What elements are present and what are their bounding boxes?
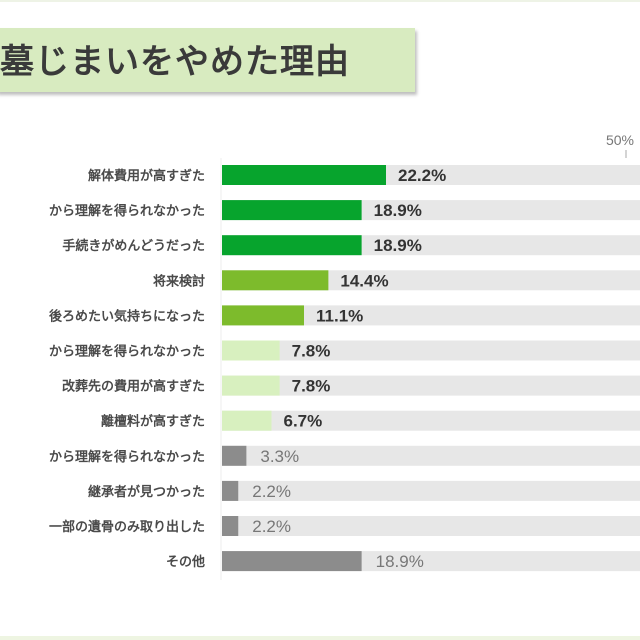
bar bbox=[222, 480, 239, 501]
category-label: 一部の遺骨のみ取り出した bbox=[49, 519, 205, 535]
category-label: から理解を得られなかった bbox=[49, 344, 205, 360]
bar-track bbox=[222, 340, 640, 361]
bar bbox=[222, 551, 362, 572]
category-label: 継承者が見つかった bbox=[88, 484, 205, 500]
value-label: 18.9% bbox=[374, 236, 422, 255]
bar bbox=[222, 410, 272, 431]
bar bbox=[222, 270, 329, 291]
category-label: その他 bbox=[166, 554, 205, 570]
bar bbox=[222, 165, 386, 185]
category-label: 解体費用が高すぎた bbox=[87, 168, 205, 184]
value-label: 2.2% bbox=[252, 517, 291, 536]
bar-track bbox=[222, 305, 640, 326]
tick-label-50: 50% bbox=[606, 132, 634, 148]
title-banner bbox=[0, 28, 415, 92]
bar-track bbox=[222, 480, 640, 501]
bar-track bbox=[222, 375, 640, 396]
value-label: 22.2% bbox=[398, 166, 446, 185]
category-label: 手続きがめんどうだった bbox=[62, 238, 205, 254]
bar-track bbox=[222, 410, 640, 431]
category-label: 改葬先の費用が高すぎた bbox=[62, 379, 205, 395]
bar bbox=[222, 375, 280, 396]
category-label: から理解を得られなかった bbox=[49, 203, 205, 219]
bar bbox=[222, 235, 362, 256]
bar bbox=[222, 340, 280, 361]
bar-track bbox=[222, 445, 640, 466]
top-border bbox=[0, 0, 640, 2]
category-label: から理解を得られなかった bbox=[49, 449, 205, 465]
value-label: 7.8% bbox=[292, 342, 331, 361]
bar bbox=[222, 445, 247, 466]
bar bbox=[222, 516, 239, 536]
bar-track bbox=[222, 516, 640, 536]
value-label: 11.1% bbox=[316, 306, 363, 325]
bottom-border bbox=[0, 636, 640, 640]
category-label: 離檀料が高すぎた bbox=[101, 414, 205, 430]
chart-title: 墓じまいをやめた理由 bbox=[0, 42, 350, 82]
value-label: 7.8% bbox=[292, 377, 331, 396]
category-label: 将来検討 bbox=[153, 273, 205, 289]
category-label: 後ろめたい気持ちになった bbox=[49, 308, 205, 324]
value-label: 18.9% bbox=[376, 552, 424, 571]
value-label: 18.9% bbox=[374, 201, 422, 220]
bar bbox=[222, 305, 304, 326]
bar bbox=[222, 200, 362, 221]
value-label: 14.4% bbox=[340, 271, 388, 290]
value-label: 6.7% bbox=[283, 412, 322, 431]
value-label: 3.3% bbox=[260, 447, 299, 466]
value-label: 2.2% bbox=[252, 482, 291, 501]
